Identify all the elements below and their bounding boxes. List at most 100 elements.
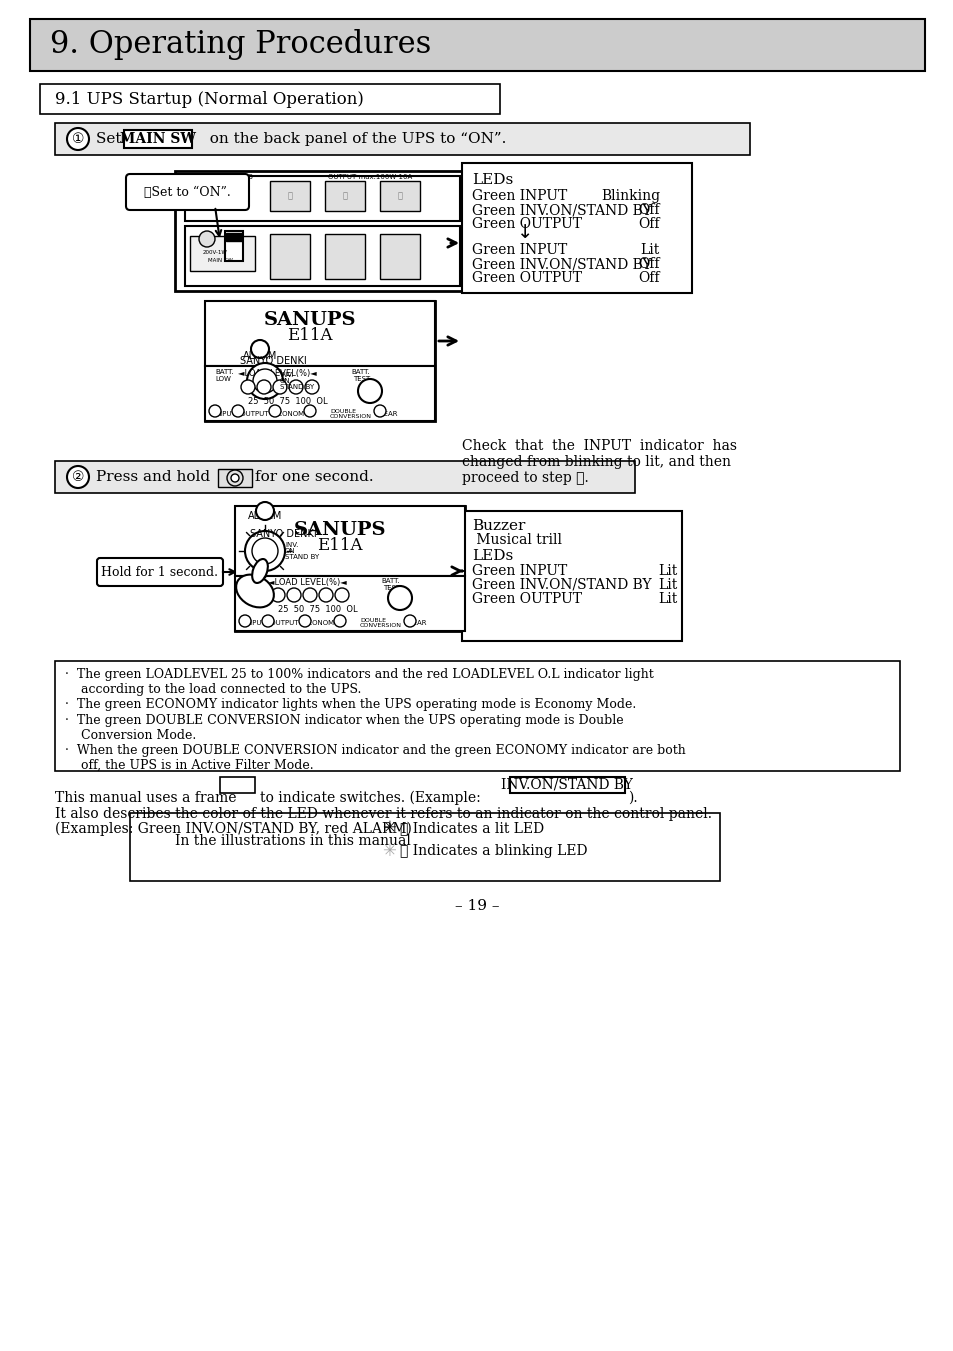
Text: Lit: Lit: [659, 563, 678, 578]
Text: Blinking: Blinking: [600, 189, 659, 203]
Text: ON: ON: [285, 549, 295, 554]
Text: Hold for 1 second.: Hold for 1 second.: [101, 566, 218, 578]
Text: ★ Indicates a lit LED: ★ Indicates a lit LED: [399, 821, 543, 835]
Text: ·  The green ECONOMY indicator lights when the UPS operating mode is Economy Mod: · The green ECONOMY indicator lights whe…: [65, 698, 636, 711]
FancyBboxPatch shape: [218, 469, 252, 486]
Text: Green OUTPUT: Green OUTPUT: [472, 592, 581, 607]
FancyBboxPatch shape: [461, 163, 691, 293]
FancyBboxPatch shape: [130, 813, 720, 881]
Circle shape: [232, 405, 244, 417]
Circle shape: [357, 380, 381, 403]
Text: In the illustrations in this manual: In the illustrations in this manual: [174, 834, 411, 848]
Text: MAIN SW: MAIN SW: [120, 132, 195, 146]
Text: Green INV.ON/STAND BY: Green INV.ON/STAND BY: [472, 203, 651, 218]
Circle shape: [403, 615, 416, 627]
Text: SANUPS: SANUPS: [294, 521, 386, 539]
Text: E11A: E11A: [317, 536, 362, 554]
Text: Green INPUT: Green INPUT: [472, 189, 567, 203]
Text: ·  The green DOUBLE CONVERSION indicator when the UPS operating mode is Double
 : · The green DOUBLE CONVERSION indicator …: [65, 713, 623, 742]
Text: INPUT  OUTPUT  ECONOMY: INPUT OUTPUT ECONOMY: [245, 620, 338, 626]
Ellipse shape: [236, 574, 274, 608]
FancyBboxPatch shape: [205, 301, 435, 366]
Text: ⬜: ⬜: [342, 192, 347, 200]
Text: ALARM: ALARM: [243, 351, 277, 361]
Text: ①: ①: [71, 132, 84, 146]
FancyBboxPatch shape: [205, 301, 435, 422]
FancyBboxPatch shape: [234, 576, 464, 631]
Text: ·  When the green DOUBLE CONVERSION indicator and the green ECONOMY indicator ar: · When the green DOUBLE CONVERSION indic…: [65, 744, 685, 771]
Circle shape: [287, 588, 301, 603]
FancyBboxPatch shape: [55, 461, 635, 493]
FancyBboxPatch shape: [40, 84, 499, 113]
Text: ALARM: ALARM: [248, 511, 282, 521]
Circle shape: [252, 538, 277, 563]
Text: Green OUTPUT: Green OUTPUT: [472, 218, 581, 231]
FancyBboxPatch shape: [190, 236, 254, 272]
Circle shape: [271, 588, 285, 603]
Text: on the back panel of the UPS to “ON”.: on the back panel of the UPS to “ON”.: [200, 132, 506, 146]
Text: LEDs: LEDs: [472, 549, 513, 563]
Text: This manual uses a frame: This manual uses a frame: [55, 790, 236, 805]
FancyBboxPatch shape: [225, 231, 243, 261]
Text: Green INPUT: Green INPUT: [472, 243, 567, 257]
FancyBboxPatch shape: [55, 661, 899, 771]
Circle shape: [318, 588, 333, 603]
FancyBboxPatch shape: [379, 234, 419, 280]
Text: Lit: Lit: [659, 578, 678, 592]
Text: Set: Set: [96, 132, 132, 146]
Text: INV.: INV.: [285, 542, 298, 549]
Text: ↓: ↓: [517, 223, 533, 242]
Circle shape: [227, 470, 243, 486]
Text: ◄LOAD LEVEL(%)◄: ◄LOAD LEVEL(%)◄: [237, 369, 316, 378]
Text: 25  50  75  100  OL: 25 50 75 100 OL: [248, 396, 327, 405]
Text: to indicate switches. (Example:: to indicate switches. (Example:: [260, 790, 480, 805]
FancyBboxPatch shape: [30, 19, 924, 72]
Circle shape: [303, 588, 316, 603]
Text: F1-F2: F1-F2: [199, 204, 214, 208]
Text: – 19 –: – 19 –: [455, 898, 498, 913]
Text: ②: ②: [71, 470, 84, 484]
Text: DOUBLE
CONVERSION: DOUBLE CONVERSION: [359, 617, 401, 628]
FancyBboxPatch shape: [185, 226, 459, 286]
Text: ☆ Indicates a blinking LED: ☆ Indicates a blinking LED: [399, 844, 587, 858]
Text: Off: Off: [638, 272, 659, 285]
Text: Off: Off: [638, 203, 659, 218]
Text: INV.ON/STAND BY: INV.ON/STAND BY: [500, 778, 632, 792]
Text: Green INV.ON/STAND BY: Green INV.ON/STAND BY: [472, 578, 651, 592]
FancyBboxPatch shape: [126, 174, 249, 209]
Text: STAND BY: STAND BY: [280, 384, 314, 390]
Circle shape: [231, 474, 239, 482]
FancyBboxPatch shape: [234, 507, 464, 576]
Text: SANYO DENKI: SANYO DENKI: [240, 357, 307, 366]
Circle shape: [256, 380, 271, 394]
FancyBboxPatch shape: [270, 181, 310, 211]
Circle shape: [255, 503, 274, 520]
FancyBboxPatch shape: [325, 234, 365, 280]
Text: ).: ).: [627, 790, 637, 805]
Circle shape: [67, 128, 89, 150]
Text: 200V-1W: 200V-1W: [202, 250, 227, 255]
Text: for one second.: for one second.: [254, 470, 374, 484]
Circle shape: [269, 405, 281, 417]
FancyBboxPatch shape: [185, 176, 459, 222]
Text: Musical trill: Musical trill: [472, 534, 561, 547]
Text: ⬜: ⬜: [287, 192, 293, 200]
Text: BATT.
LOW: BATT. LOW: [214, 369, 233, 382]
Text: ·  The green LOADLEVEL 25 to 100% indicators and the red LOADLEVEL O.L indicator: · The green LOADLEVEL 25 to 100% indicat…: [65, 667, 653, 696]
FancyBboxPatch shape: [124, 130, 192, 149]
Circle shape: [247, 363, 283, 399]
Text: Lit: Lit: [640, 243, 659, 257]
FancyBboxPatch shape: [55, 123, 749, 155]
Circle shape: [304, 405, 315, 417]
Text: MAIN SW: MAIN SW: [208, 258, 233, 262]
Circle shape: [241, 380, 254, 394]
Text: Check  that  the  INPUT  indicator  has
changed from blinking to lit, and then
p: Check that the INPUT indicator has chang…: [461, 439, 737, 485]
FancyBboxPatch shape: [234, 507, 464, 631]
Text: BATT.
TEST: BATT. TEST: [351, 369, 370, 382]
Circle shape: [67, 466, 89, 488]
Text: BYPASS: BYPASS: [227, 174, 253, 180]
Circle shape: [199, 231, 214, 247]
Text: DOUBLE
CONVERSION: DOUBLE CONVERSION: [330, 408, 372, 419]
Text: It also describes the color of the LED whenever it refers to an indicator on the: It also describes the color of the LED w…: [55, 807, 711, 821]
Text: ⬜: ⬜: [397, 192, 402, 200]
